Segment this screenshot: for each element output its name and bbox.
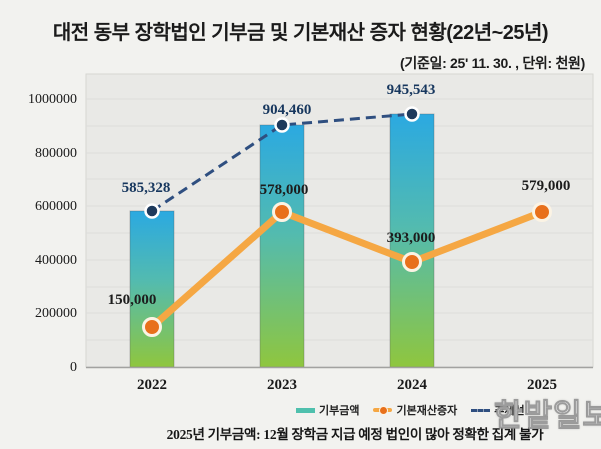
trend-marker-2022 bbox=[144, 203, 160, 219]
label-donation-2023: 904,460 bbox=[263, 102, 312, 118]
bar-2024 bbox=[389, 113, 435, 368]
y-axis-ticks: 0 200000 400000 600000 800000 1000000 bbox=[28, 92, 77, 375]
donation-trend-line bbox=[151, 112, 413, 213]
bar-2023 bbox=[259, 124, 305, 368]
trend-dash-swatch-icon bbox=[471, 408, 491, 412]
y-tick-800000: 800000 bbox=[35, 146, 77, 161]
label-asset-2023: 578,000 bbox=[260, 182, 309, 198]
legend: 기부금액 기본재산증자 추세선 bbox=[296, 402, 533, 418]
label-asset-2024: 393,000 bbox=[387, 230, 436, 246]
chart-title: 대전 동부 장학법인 기부금 및 기본재산 증자 현황(22년~25년) bbox=[52, 22, 549, 44]
asset-data-labels: 150,000 578,000 393,000 579,000 bbox=[108, 178, 571, 308]
x-axis-ticks: 2022 2023 2024 2025 bbox=[137, 377, 557, 393]
chart-footnote: 2025년 기부금액: 12월 장학금 지급 예정 법인이 많아 정확한 집계 … bbox=[166, 427, 544, 442]
trend-marker-2024 bbox=[404, 106, 420, 122]
y-tick-200000: 200000 bbox=[35, 306, 77, 321]
asset-marker-2024 bbox=[402, 252, 422, 272]
x-tick-2023: 2023 bbox=[267, 377, 297, 393]
x-tick-2025: 2025 bbox=[527, 377, 557, 393]
donation-data-labels: 585,328 904,460 945,543 bbox=[122, 82, 436, 196]
y-tick-0: 0 bbox=[70, 360, 77, 375]
y-tick-1000000: 1000000 bbox=[28, 92, 77, 107]
legend-item-donation: 기부금액 bbox=[296, 402, 359, 418]
asset-line-swatch-icon bbox=[373, 406, 393, 415]
legend-item-trend: 추세선 bbox=[471, 402, 525, 418]
legend-label-donation: 기부금액 bbox=[319, 405, 360, 417]
x-tick-2024: 2024 bbox=[397, 377, 428, 393]
donation-bar-swatch-icon bbox=[296, 407, 315, 413]
y-tick-600000: 600000 bbox=[35, 199, 77, 214]
bar-2022 bbox=[129, 210, 175, 368]
asset-marker-2025 bbox=[532, 202, 552, 222]
legend-item-asset: 기본재산증자 bbox=[373, 402, 457, 418]
label-asset-2025: 579,000 bbox=[522, 178, 571, 194]
asset-markers bbox=[142, 202, 552, 337]
asset-marker-2023 bbox=[272, 202, 292, 222]
trend-marker-2023 bbox=[274, 117, 290, 133]
chart-subtitle: (기준일: 25' 11. 30. , 단위: 천원) bbox=[400, 55, 585, 71]
y-tick-400000: 400000 bbox=[35, 253, 77, 268]
x-tick-2022: 2022 bbox=[137, 377, 167, 393]
label-donation-2024: 945,543 bbox=[387, 82, 436, 98]
asset-marker-2022 bbox=[142, 317, 162, 337]
basic-asset-line bbox=[148, 208, 546, 331]
label-donation-2022: 585,328 bbox=[122, 180, 171, 196]
newspaper-watermark: 한밭일보 bbox=[493, 398, 601, 434]
trend-markers bbox=[144, 106, 420, 219]
label-asset-2022: 150,000 bbox=[108, 292, 157, 308]
legend-label-asset: 기본재산증자 bbox=[396, 405, 458, 417]
legend-label-trend: 추세선 bbox=[494, 405, 525, 417]
